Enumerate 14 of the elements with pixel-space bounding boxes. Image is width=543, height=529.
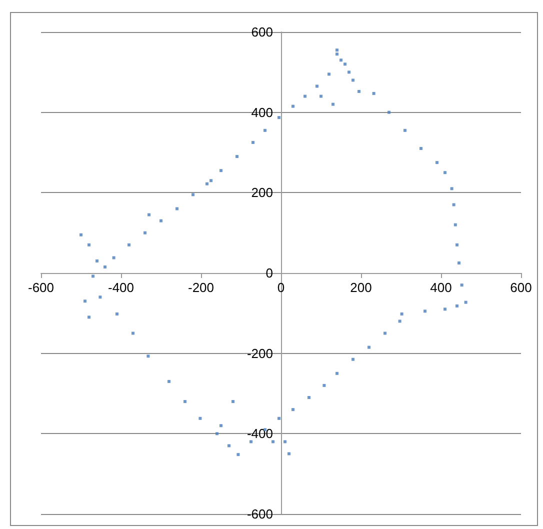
x-tick-label: 400	[430, 280, 452, 295]
y-tick-label: 600	[251, 24, 273, 40]
x-tick-label: -400	[108, 280, 134, 295]
x-tick-label: 200	[350, 280, 372, 295]
x-tick-label: 0	[277, 280, 285, 295]
y-tick-label: 400	[251, 104, 273, 120]
x-tick-label: 600	[510, 280, 532, 295]
y-tick-label: -600	[246, 506, 273, 522]
x-tick-label: -600	[28, 280, 54, 295]
x-tick-label: -200	[188, 280, 214, 295]
y-tick-label: -200	[246, 346, 273, 361]
y-tick-label: 0	[266, 266, 273, 280]
y-tick-label: -400	[246, 426, 273, 442]
y-tick-label: 200	[251, 185, 273, 200]
